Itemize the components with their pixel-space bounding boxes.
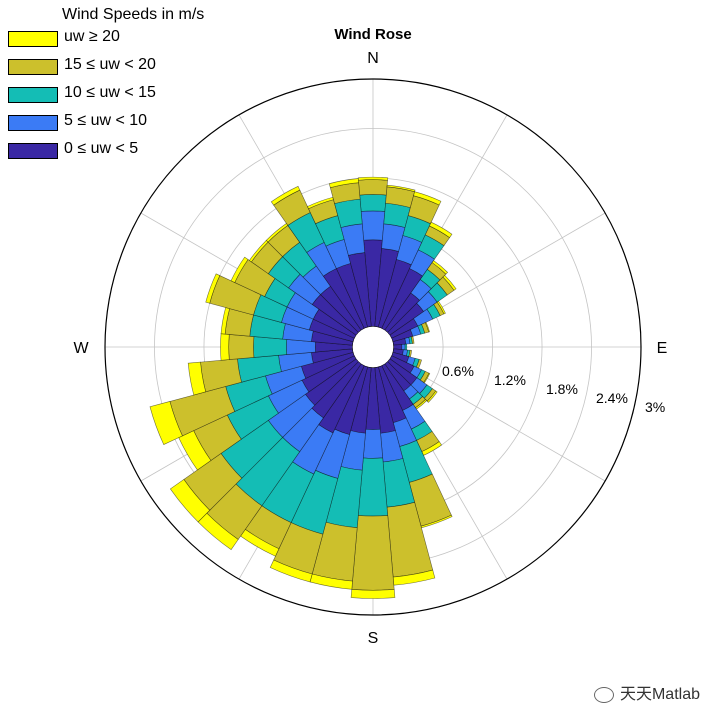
wind-sector-segment [386, 184, 416, 193]
legend-label: 5 ≤ uw < 10 [64, 112, 148, 129]
compass-label-s: S [368, 630, 379, 647]
legend-item: 10 ≤ uw < 15 [8, 84, 228, 107]
wind-sector-segment [429, 221, 453, 238]
legend-swatch [8, 59, 58, 75]
wechat-icon [593, 686, 614, 703]
wind-sector-segment [220, 333, 230, 361]
legend-item: 15 ≤ uw < 20 [8, 56, 228, 79]
legend-label: 10 ≤ uw < 15 [64, 84, 156, 101]
wind-sector-segment [328, 178, 359, 189]
legend-label: uw ≥ 20 [64, 28, 120, 45]
wind-sector-segment [169, 479, 211, 523]
legend-swatch [8, 87, 58, 103]
wind-sector-segment [350, 589, 396, 599]
wind-sector-segment [358, 179, 388, 196]
legend-item: 5 ≤ uw < 10 [8, 112, 228, 135]
wind-sector-segment [357, 176, 389, 181]
outer-border [104, 78, 642, 616]
wind-sector-segment [205, 273, 221, 304]
compass-label-e: E [657, 340, 668, 357]
wind-sector-segment [228, 334, 255, 360]
wind-sector-segment [426, 390, 438, 403]
radial-tick-label: 0.6% [442, 363, 474, 379]
legend-swatch [8, 143, 58, 159]
wind-sectors [149, 176, 457, 599]
legend-swatch [8, 115, 58, 131]
wind-sector-segment [187, 361, 207, 396]
wind-sector-segment [359, 194, 387, 212]
center-circle [352, 326, 394, 368]
legend-item: uw ≥ 20 [8, 28, 228, 51]
wind-sector-segment [360, 210, 386, 241]
wind-sector-segment [404, 343, 408, 351]
wind-sector-segment [270, 185, 301, 206]
legend-swatch [8, 31, 58, 47]
wind-sector-segment [269, 559, 313, 583]
wind-sector-segment [413, 191, 442, 206]
wind-sector-segment [431, 260, 449, 275]
wind-sector-segment [436, 300, 446, 315]
wind-sector-segment [351, 515, 395, 591]
radial-tick-label: 1.2% [494, 372, 526, 388]
legend-label: 15 ≤ uw < 20 [64, 56, 156, 73]
wind-sector-segment [362, 428, 384, 459]
compass-label-n: N [367, 50, 379, 67]
wind-sector-segment [424, 321, 430, 333]
watermark-text: 天天Matlab [619, 686, 700, 703]
radial-tick-label: 1.8% [546, 381, 578, 397]
radial-tick-label: 2.4% [596, 390, 628, 406]
wind-sector-segment [230, 256, 249, 283]
legend-item: 0 ≤ uw < 5 [8, 140, 228, 163]
chart-title: Wind Rose [334, 26, 411, 43]
wind-sector-segment [442, 274, 457, 291]
wind-sector-segment [253, 336, 288, 358]
radial-tick-label: 3% [645, 399, 665, 415]
legend-title: Wind Speeds in m/s [62, 6, 205, 23]
wind-sector-segment [410, 335, 415, 344]
legend-label: 0 ≤ uw < 5 [64, 140, 139, 157]
watermark: 天天Matlab [593, 680, 700, 704]
compass-label-w: W [73, 340, 89, 357]
wind-sector-segment [401, 343, 406, 351]
wind-sector-segment [149, 401, 183, 445]
